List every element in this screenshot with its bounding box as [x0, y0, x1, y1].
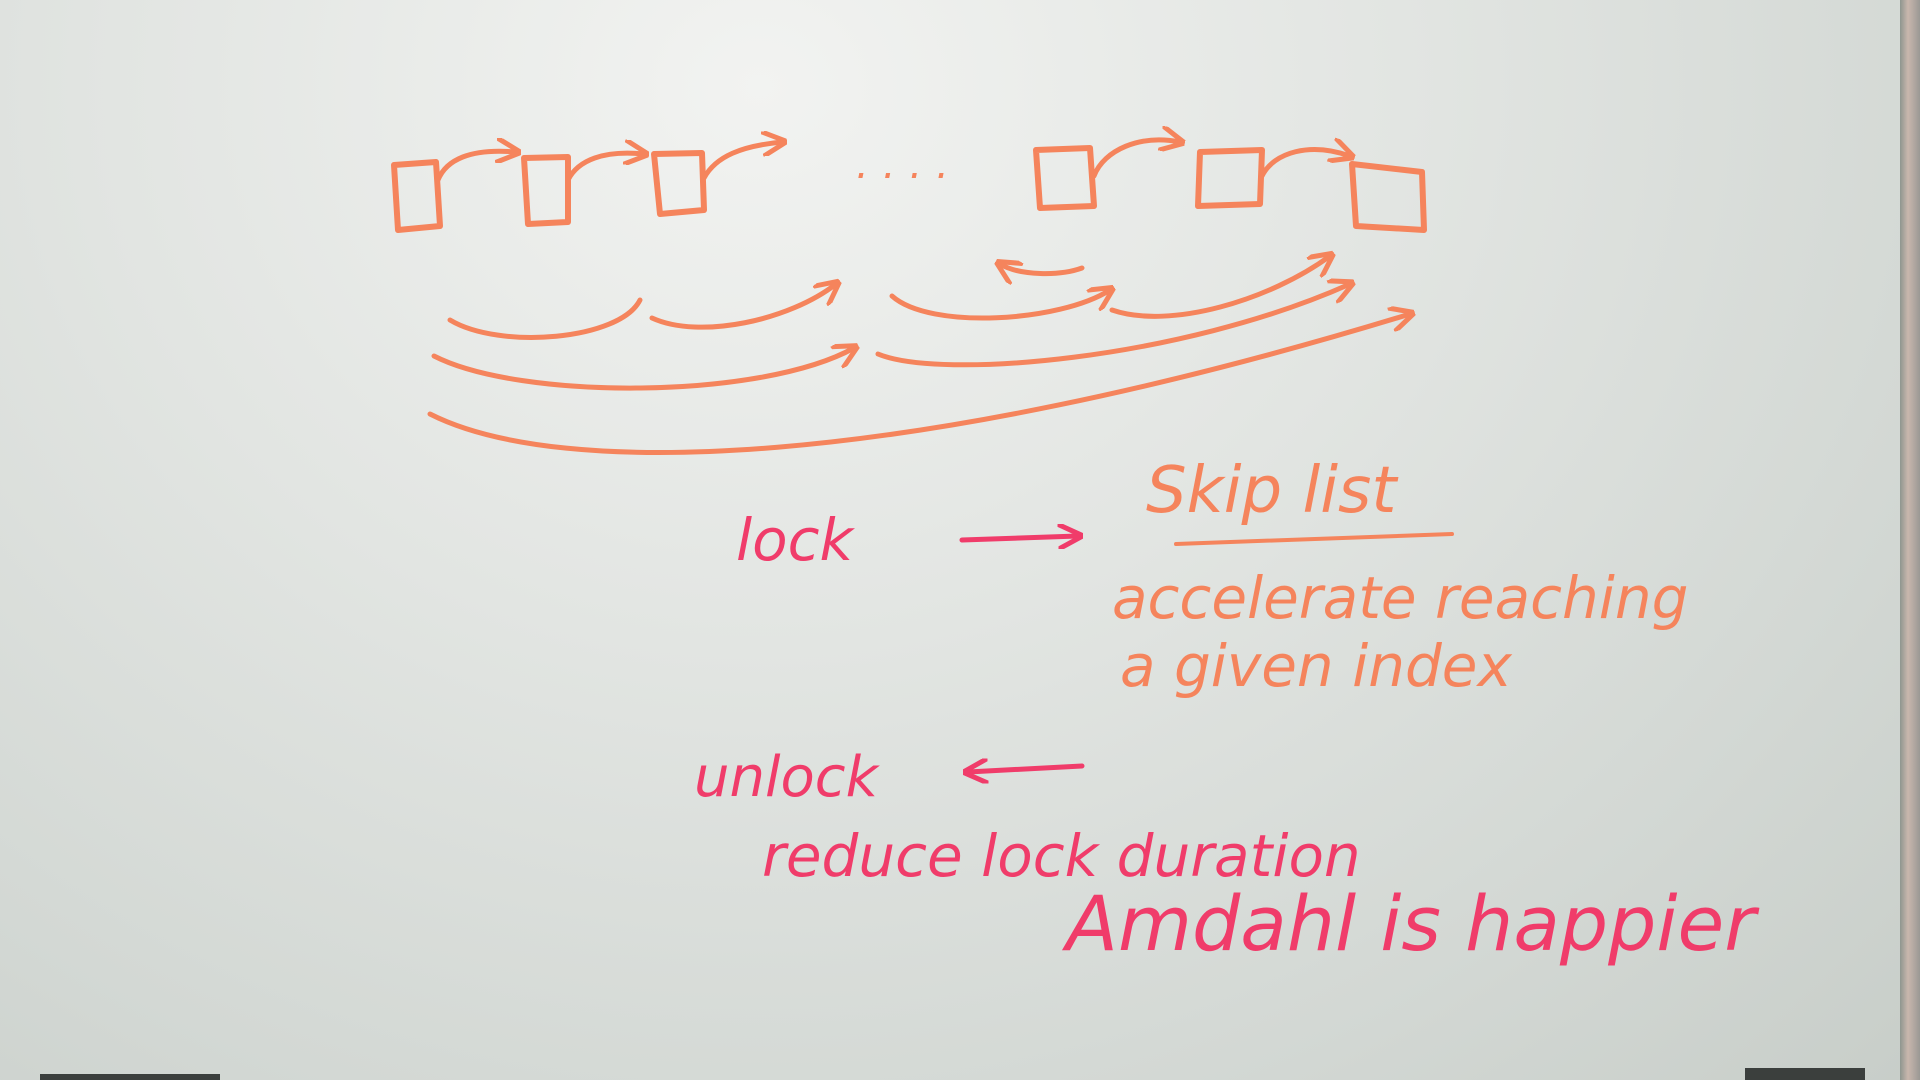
next-arrow-2 [565, 153, 644, 183]
lock-arrow [959, 536, 1078, 540]
skip-list-title: Skip list [1146, 454, 1399, 528]
skip-arrow-level1-c [889, 290, 1110, 321]
list-ellipsis: .... [856, 142, 963, 188]
unlock-arrow [968, 766, 1085, 772]
skip-list-description-line2: a given index [1120, 632, 1512, 700]
skip-arrow-level2-b [875, 284, 1350, 368]
reduce-lock-duration: reduce lock duration [762, 822, 1361, 890]
list-node-2 [521, 154, 571, 227]
board-frame-edge [1900, 0, 1920, 1080]
skip-arrow-level3 [427, 314, 1410, 455]
next-arrow-4 [1091, 140, 1180, 179]
unlock-label: unlock [694, 745, 881, 810]
next-arrow-1 [435, 151, 516, 183]
list-node-3 [651, 150, 707, 217]
list-node-5 [1195, 147, 1265, 209]
list-node-1 [391, 159, 443, 233]
skip-list-underline [1174, 532, 1454, 546]
skip-arrow-back [1000, 264, 1085, 274]
skip-arrow-level1-b [649, 284, 836, 330]
skip-arrow-level1-a [447, 297, 643, 340]
skip-list-description-line1: accelerate reaching [1112, 564, 1688, 632]
list-node-6 [1349, 161, 1427, 233]
next-arrow-3 [701, 142, 782, 181]
next-arrow-5 [1259, 150, 1350, 179]
list-node-4 [1033, 145, 1097, 211]
marker-tray-right [1745, 1068, 1865, 1080]
skip-arrow-level1-d [1109, 256, 1330, 319]
amdahl-note: Amdahl is happier [1061, 879, 1760, 968]
skip-arrow-level2-a [431, 348, 854, 391]
lock-label: lock [736, 506, 855, 574]
marker-tray-left [40, 1074, 220, 1080]
